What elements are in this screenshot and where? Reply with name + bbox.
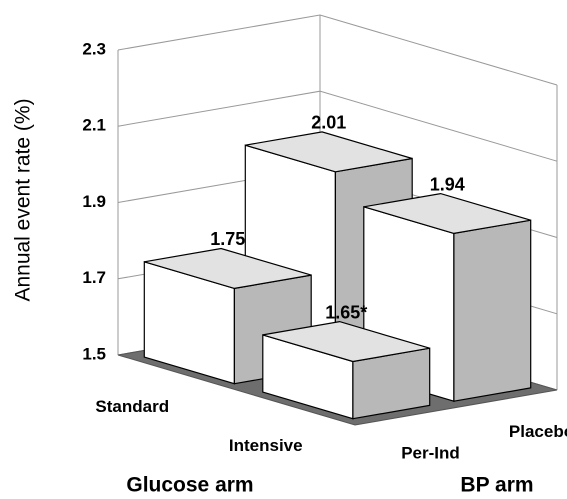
z-axis-title: BP arm [460,474,533,497]
grid-line [117,14,558,86]
y-tick-label: 1.5 [82,344,106,363]
x-tick-label: Standard [95,397,169,416]
y-tick-label: 1.9 [82,192,106,211]
bar-top [262,320,430,363]
z-tick-label: Placebo [509,422,567,441]
y-tick-label: 2.3 [82,39,106,58]
value-label: 2.01 [311,113,346,133]
bar-side [453,219,532,402]
value-label: 1.75 [210,229,245,249]
bar-top [144,247,312,290]
z-tick-label: Per-Ind [401,444,460,463]
y-tick-label: 2.1 [82,116,106,135]
grid-line [117,90,558,162]
value-label: 1.94 [430,174,465,194]
x-axis-title: Glucose arm [126,474,253,497]
y-axis-title: Annual event rate (%) [12,98,35,301]
x-tick-label: Intensive [229,436,303,455]
bar-top [363,192,531,235]
bar-top [245,131,413,173]
value-label: 1.65* [325,302,367,322]
y-tick-label: 1.7 [82,268,106,287]
